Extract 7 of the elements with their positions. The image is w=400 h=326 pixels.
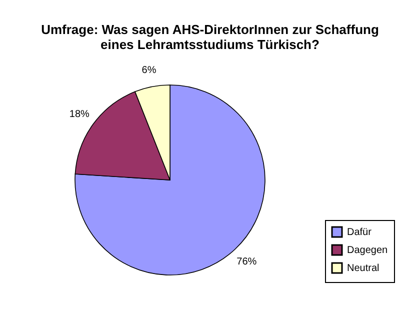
legend-label: Dagegen [347, 245, 388, 256]
legend-label: Dafür [347, 227, 372, 238]
chart-title: Umfrage: Was sagen AHS-DirektorInnen zur Schaffung eines Lehramtsstudiums Türkisch? [41, 22, 379, 52]
data-label: 6% [142, 64, 156, 76]
data-label: 76% [236, 256, 257, 268]
data-label: 18% [69, 109, 90, 120]
legend-label: Neutral [347, 263, 380, 274]
